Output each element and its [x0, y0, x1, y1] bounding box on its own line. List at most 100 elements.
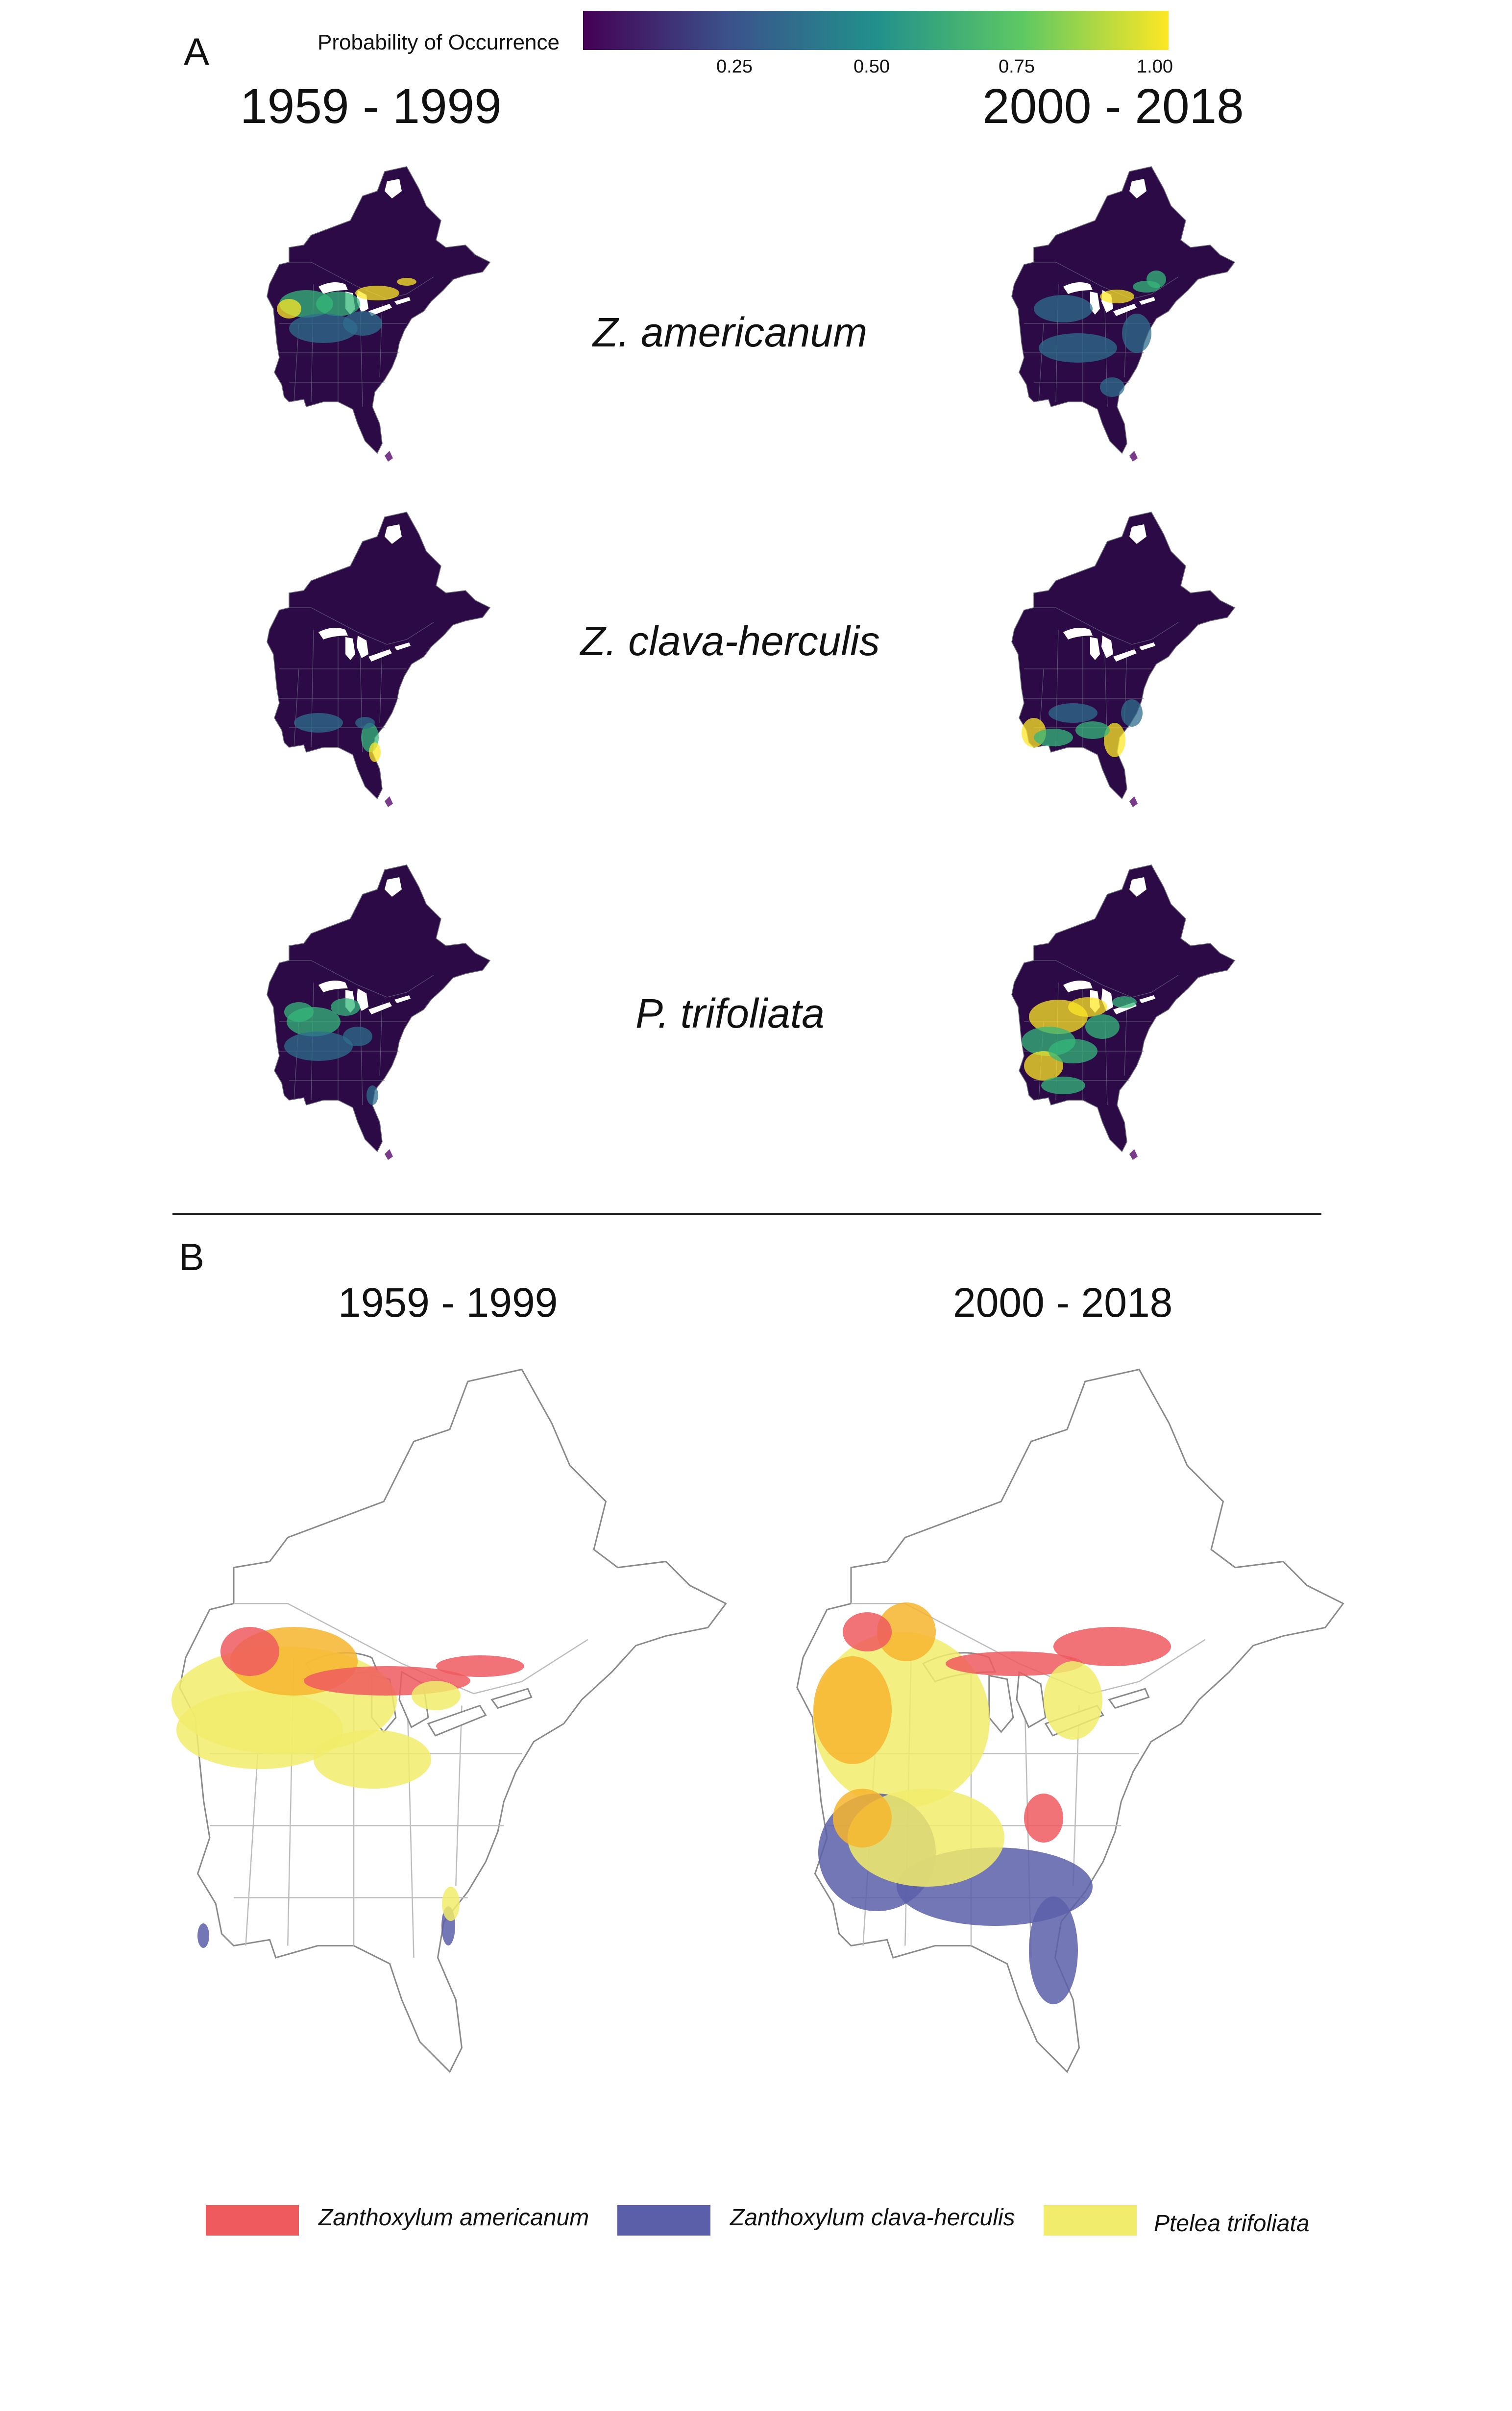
great-lake	[394, 995, 411, 1003]
great-lake	[1063, 981, 1093, 992]
occurrence-hotspot	[1039, 333, 1117, 363]
hudson-bay-island	[1129, 524, 1146, 544]
occurrence-hotspot	[1146, 271, 1166, 288]
colorbar-tick-0.75: 0.75	[999, 56, 1035, 77]
map-b-2000-2018	[796, 1368, 1344, 2073]
species-range	[843, 1612, 892, 1651]
map-a-2000-p-trifoliata	[1011, 864, 1236, 1160]
occurrence-hotspot	[284, 1032, 353, 1061]
occurrence-hotspot	[1041, 1077, 1085, 1094]
species-range	[412, 1681, 461, 1710]
species-range	[314, 1730, 431, 1789]
occurrence-hotspot	[1034, 295, 1093, 322]
map-a-1959-z-clava-herculis	[267, 512, 491, 807]
great-lake	[427, 1704, 487, 1737]
hudson-bay-island	[385, 179, 402, 198]
occurrence-hotspot	[277, 299, 301, 319]
panel-a-label: A	[184, 30, 210, 73]
species-range	[220, 1627, 279, 1676]
keys-marker	[1129, 1149, 1138, 1160]
great-lake	[1063, 282, 1093, 294]
great-lake	[1139, 642, 1155, 650]
state-border	[1124, 1002, 1127, 1076]
species-label-z-americanum: Z. americanum	[592, 309, 868, 355]
occurrence-hotspot	[1068, 997, 1107, 1017]
occurrence-hotspot	[289, 314, 358, 343]
species-range	[176, 1691, 343, 1769]
state-border	[379, 1002, 383, 1076]
occurrence-hotspot	[343, 311, 382, 336]
map-b-1959-1999	[171, 1368, 727, 2073]
state-border	[289, 960, 434, 998]
state-border	[360, 1007, 363, 1106]
species-range	[436, 1655, 524, 1677]
species-label-z-clava-herculis: Z. clava-herculis	[580, 618, 880, 664]
species-range	[1029, 1896, 1078, 2004]
map-a-1959-p-trifoliata	[267, 864, 491, 1160]
occurrence-hotspot	[1121, 699, 1143, 727]
state-border	[289, 607, 434, 645]
species-range	[946, 1651, 1083, 1676]
legend-swatch-z-americanum	[206, 2205, 299, 2236]
great-lake	[1016, 1671, 1047, 1728]
species-range	[197, 1923, 209, 1948]
state-border	[379, 303, 383, 378]
legend-label-p-trifoliata: Ptelea trifoliata	[1154, 2211, 1310, 2237]
species-range	[813, 1656, 892, 1764]
state-border	[1034, 607, 1179, 645]
great-lake	[1113, 304, 1137, 316]
map-a-2000-z-clava-herculis	[1011, 512, 1236, 807]
legend-label-z-americanum: Zanthoxylum americanum	[318, 2205, 589, 2231]
hudson-bay-island	[1129, 179, 1146, 198]
state-border	[245, 1753, 259, 1946]
occurrence-hotspot	[284, 1002, 314, 1022]
colorbar-tick-0.25: 0.25	[716, 56, 753, 77]
legend-label-z-clava-herculis: Zanthoxylum clava-herculis	[730, 2205, 1015, 2231]
great-lake	[318, 282, 348, 294]
occurrence-hotspot	[1122, 314, 1151, 353]
occurrence-hotspot	[316, 292, 360, 316]
keys-marker	[1129, 451, 1138, 462]
occurrence-hotspot	[1112, 996, 1137, 1008]
great-lake	[1139, 297, 1155, 305]
keys-marker	[385, 796, 393, 807]
state-border	[1038, 323, 1044, 402]
keys-marker	[385, 451, 393, 462]
map-a-1959-z-americanum	[267, 166, 491, 462]
great-lake	[1101, 636, 1113, 658]
great-lake	[1108, 1688, 1150, 1709]
species-label-p-trifoliata: P. trifoliata	[635, 990, 825, 1036]
keys-marker	[385, 1149, 393, 1160]
state-border	[455, 1705, 463, 1886]
occurrence-hotspot	[1049, 1039, 1097, 1063]
probability-colorbar	[583, 11, 1169, 50]
great-lake	[394, 297, 411, 305]
species-range	[1053, 1627, 1171, 1666]
occurrence-hotspot	[1100, 377, 1124, 397]
great-lake	[1090, 637, 1100, 660]
great-lake	[368, 1002, 392, 1014]
occurrence-hotspot	[355, 286, 399, 300]
state-border	[379, 649, 383, 723]
map-a-2000-z-americanum	[1011, 166, 1236, 462]
occurrence-hotspot	[294, 713, 343, 733]
great-lake	[345, 637, 355, 660]
panel-a-period-right: 2000 - 2018	[982, 79, 1244, 134]
hudson-bay-island	[385, 524, 402, 544]
occurrence-hotspot	[1100, 290, 1134, 303]
state-border	[1034, 960, 1179, 998]
state-border	[1055, 629, 1059, 748]
occurrence-hotspot	[1085, 1014, 1120, 1039]
occurrence-hotspot	[366, 1085, 378, 1105]
colorbar-title: Probability of Occurrence	[317, 30, 560, 54]
great-lake	[490, 1688, 533, 1709]
species-range	[1044, 1661, 1102, 1740]
hudson-bay-island	[1129, 877, 1146, 897]
occurrence-hotspot	[355, 717, 375, 729]
great-lake	[368, 649, 392, 662]
great-lake	[1090, 292, 1100, 315]
great-lake	[1063, 628, 1093, 640]
occurrence-hotspot	[397, 278, 416, 286]
great-lake	[1139, 995, 1155, 1003]
occurrence-hotspot	[369, 742, 381, 762]
